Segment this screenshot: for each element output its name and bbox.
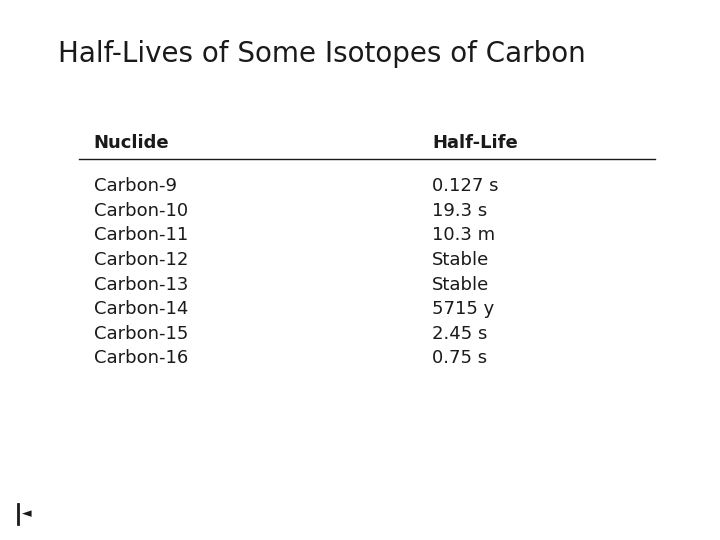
Text: 0.127 s: 0.127 s <box>432 177 498 195</box>
Text: 10.3 m: 10.3 m <box>432 226 495 245</box>
Text: Carbon-16: Carbon-16 <box>94 349 188 367</box>
Text: Carbon-10: Carbon-10 <box>94 202 188 220</box>
Text: Carbon-9: Carbon-9 <box>94 177 176 195</box>
Text: Half-Life: Half-Life <box>432 134 518 152</box>
Text: Half-Lives of Some Isotopes of Carbon: Half-Lives of Some Isotopes of Carbon <box>58 40 585 68</box>
Text: Carbon-13: Carbon-13 <box>94 275 188 294</box>
Text: Stable: Stable <box>432 251 490 269</box>
Text: Nuclide: Nuclide <box>94 134 169 152</box>
Text: 19.3 s: 19.3 s <box>432 202 487 220</box>
Text: Stable: Stable <box>432 275 490 294</box>
Text: ◄: ◄ <box>22 508 31 521</box>
Text: Carbon-12: Carbon-12 <box>94 251 188 269</box>
Text: Carbon-14: Carbon-14 <box>94 300 188 318</box>
Text: 2.45 s: 2.45 s <box>432 325 487 343</box>
Text: Carbon-11: Carbon-11 <box>94 226 188 245</box>
Text: Carbon-15: Carbon-15 <box>94 325 188 343</box>
Text: 0.75 s: 0.75 s <box>432 349 487 367</box>
Text: 5715 y: 5715 y <box>432 300 494 318</box>
